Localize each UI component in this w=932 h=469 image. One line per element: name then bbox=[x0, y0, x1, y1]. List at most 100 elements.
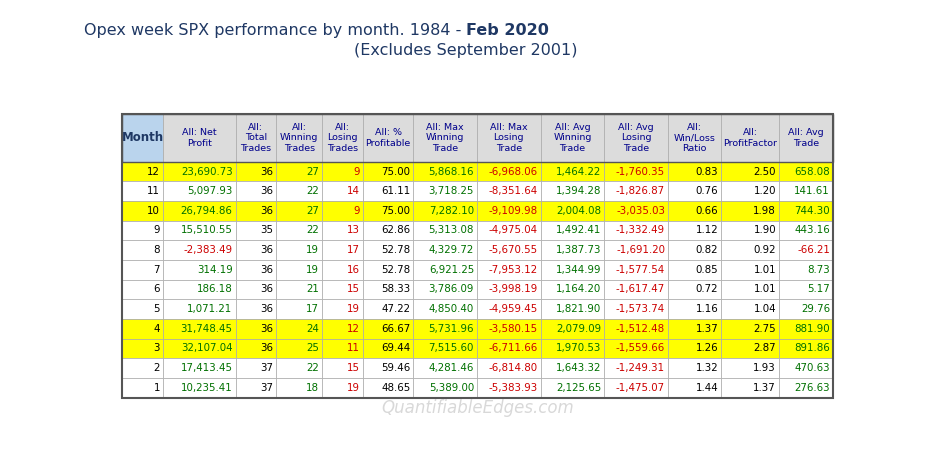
Bar bbox=[779, 114, 833, 162]
Text: 12: 12 bbox=[347, 324, 360, 334]
Text: 19: 19 bbox=[307, 245, 320, 255]
Text: 9: 9 bbox=[353, 166, 360, 176]
Text: 5,731.96: 5,731.96 bbox=[429, 324, 474, 334]
Text: 75.00: 75.00 bbox=[381, 166, 410, 176]
Bar bbox=[363, 299, 413, 319]
Bar bbox=[477, 260, 541, 280]
Bar bbox=[322, 201, 363, 220]
Bar bbox=[236, 280, 276, 299]
Bar bbox=[163, 319, 236, 339]
Text: 8.73: 8.73 bbox=[807, 265, 830, 275]
Bar bbox=[541, 319, 604, 339]
Bar bbox=[163, 299, 236, 319]
Text: 31,748.45: 31,748.45 bbox=[181, 324, 233, 334]
Text: 36: 36 bbox=[260, 343, 273, 354]
Text: All: Avg
Winning
Trade: All: Avg Winning Trade bbox=[554, 123, 592, 153]
Bar bbox=[721, 220, 779, 240]
Bar bbox=[276, 220, 322, 240]
Text: 35: 35 bbox=[260, 226, 273, 235]
Text: 1.26: 1.26 bbox=[695, 343, 719, 354]
Bar bbox=[236, 114, 276, 162]
Bar bbox=[363, 182, 413, 201]
Bar bbox=[668, 280, 721, 299]
Text: 10: 10 bbox=[147, 206, 160, 216]
Text: 22: 22 bbox=[307, 226, 320, 235]
Bar bbox=[721, 201, 779, 220]
Text: 276.63: 276.63 bbox=[794, 383, 830, 393]
Bar bbox=[413, 280, 477, 299]
Text: -8,351.64: -8,351.64 bbox=[488, 186, 538, 196]
Text: -1,691.20: -1,691.20 bbox=[616, 245, 665, 255]
Text: -1,559.66: -1,559.66 bbox=[616, 343, 665, 354]
Bar bbox=[322, 378, 363, 398]
Bar bbox=[604, 114, 668, 162]
Text: 25: 25 bbox=[307, 343, 320, 354]
Text: 1,643.32: 1,643.32 bbox=[556, 363, 601, 373]
Text: 5.17: 5.17 bbox=[807, 284, 830, 295]
Text: 36: 36 bbox=[260, 324, 273, 334]
Bar bbox=[363, 319, 413, 339]
Text: 37: 37 bbox=[260, 363, 273, 373]
Text: 62.86: 62.86 bbox=[381, 226, 410, 235]
Bar bbox=[322, 280, 363, 299]
Text: 4,329.72: 4,329.72 bbox=[429, 245, 474, 255]
Bar bbox=[413, 378, 477, 398]
Text: -9,109.98: -9,109.98 bbox=[488, 206, 538, 216]
Text: -6,711.66: -6,711.66 bbox=[488, 343, 538, 354]
Bar bbox=[322, 299, 363, 319]
Text: All:
Losing
Trades: All: Losing Trades bbox=[327, 123, 358, 153]
Bar bbox=[322, 182, 363, 201]
Text: 14: 14 bbox=[347, 186, 360, 196]
Bar bbox=[276, 280, 322, 299]
Text: 1,071.21: 1,071.21 bbox=[187, 304, 233, 314]
Bar bbox=[322, 162, 363, 182]
Text: All: Avg
Losing
Trade: All: Avg Losing Trade bbox=[618, 123, 654, 153]
Bar bbox=[541, 240, 604, 260]
Bar bbox=[477, 240, 541, 260]
Text: 12: 12 bbox=[147, 166, 160, 176]
Text: -1,617.47: -1,617.47 bbox=[616, 284, 665, 295]
Bar bbox=[541, 339, 604, 358]
Bar bbox=[779, 378, 833, 398]
Bar bbox=[779, 319, 833, 339]
Text: -1,475.07: -1,475.07 bbox=[616, 383, 665, 393]
Text: 6,921.25: 6,921.25 bbox=[429, 265, 474, 275]
Text: 15,510.55: 15,510.55 bbox=[181, 226, 233, 235]
Bar bbox=[122, 240, 163, 260]
Text: 17: 17 bbox=[307, 304, 320, 314]
Text: 27: 27 bbox=[307, 206, 320, 216]
Bar bbox=[721, 182, 779, 201]
Text: All: Avg
Trade: All: Avg Trade bbox=[788, 128, 824, 148]
Text: 0.82: 0.82 bbox=[696, 245, 719, 255]
Text: 1,394.28: 1,394.28 bbox=[556, 186, 601, 196]
Text: 5,868.16: 5,868.16 bbox=[429, 166, 474, 176]
Bar bbox=[668, 114, 721, 162]
Bar bbox=[122, 220, 163, 240]
Bar bbox=[413, 114, 477, 162]
Bar bbox=[236, 182, 276, 201]
Text: -4,959.45: -4,959.45 bbox=[488, 304, 538, 314]
Bar bbox=[236, 319, 276, 339]
Bar bbox=[276, 240, 322, 260]
Bar bbox=[236, 201, 276, 220]
Text: 1.01: 1.01 bbox=[753, 284, 776, 295]
Bar bbox=[413, 260, 477, 280]
Text: 1,492.41: 1,492.41 bbox=[556, 226, 601, 235]
Text: 0.83: 0.83 bbox=[695, 166, 719, 176]
Text: 36: 36 bbox=[260, 284, 273, 295]
Bar bbox=[122, 319, 163, 339]
Bar bbox=[541, 358, 604, 378]
Bar bbox=[413, 299, 477, 319]
Text: 2: 2 bbox=[154, 363, 160, 373]
Bar bbox=[363, 260, 413, 280]
Bar bbox=[122, 378, 163, 398]
Text: All:
ProfitFactor: All: ProfitFactor bbox=[723, 128, 777, 148]
Text: 16: 16 bbox=[347, 265, 360, 275]
Text: 0.72: 0.72 bbox=[696, 284, 719, 295]
Text: -7,953.12: -7,953.12 bbox=[488, 265, 538, 275]
Text: 4,850.40: 4,850.40 bbox=[429, 304, 474, 314]
Bar bbox=[236, 162, 276, 182]
Bar bbox=[779, 240, 833, 260]
Bar bbox=[721, 299, 779, 319]
Text: 19: 19 bbox=[307, 265, 320, 275]
